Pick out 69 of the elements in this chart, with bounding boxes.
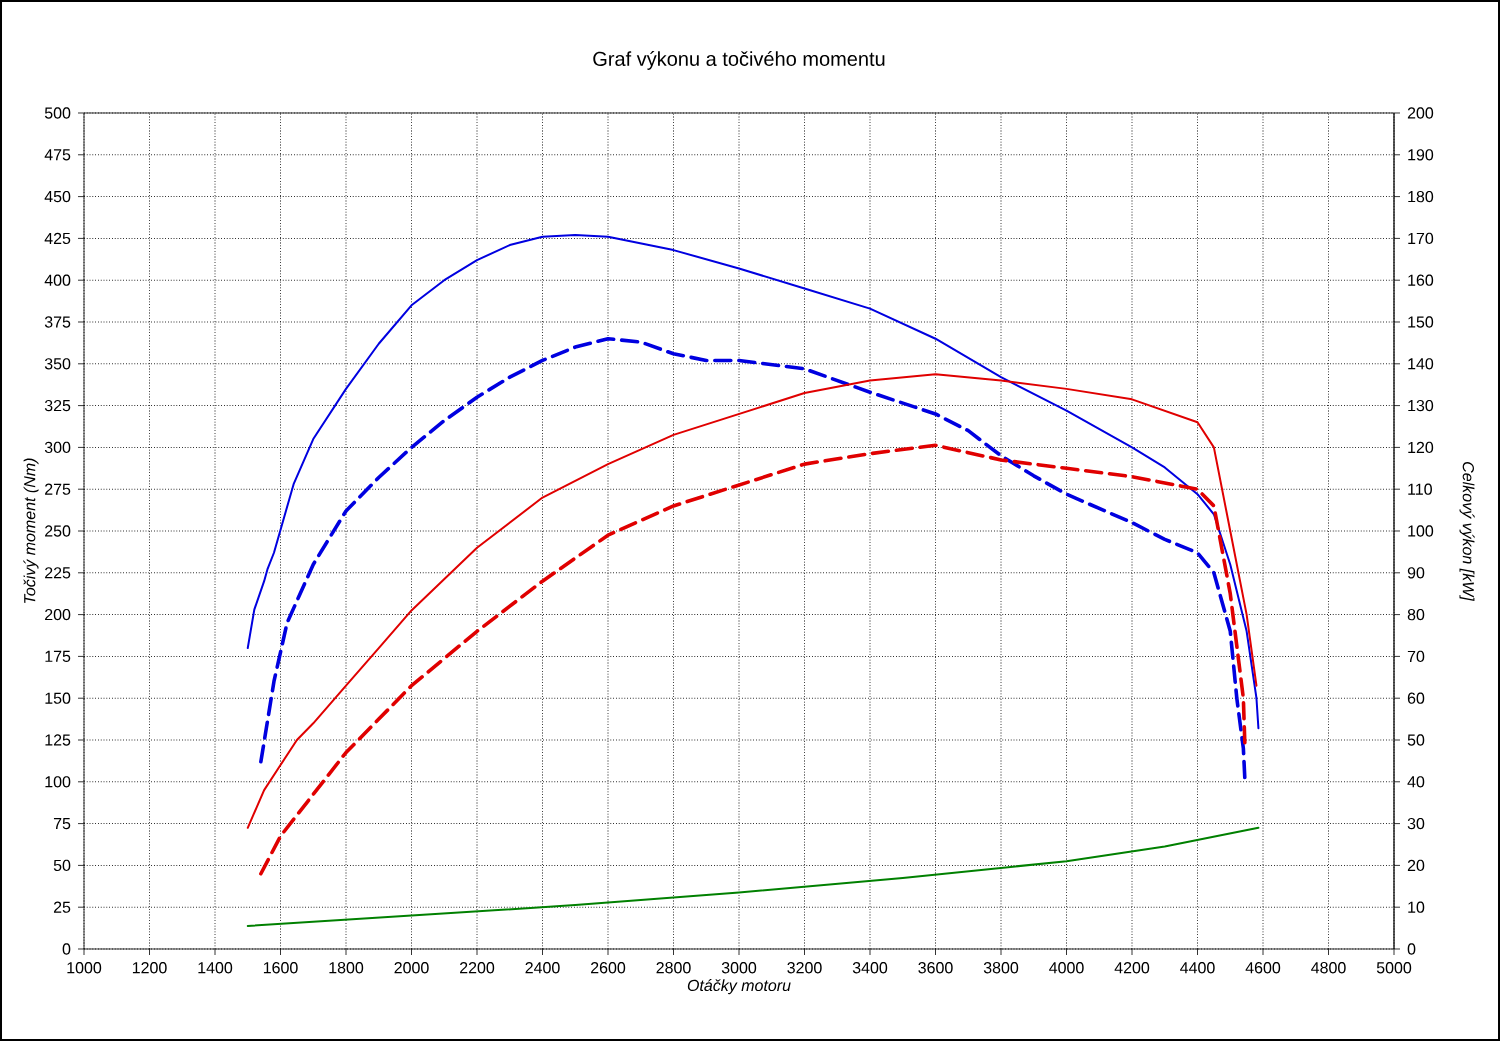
y2-tick-label: 60 [1407,692,1425,704]
x-tick-label: 2000 [394,962,429,974]
x-tick-label: 3800 [983,962,1019,974]
y-tick-label: 400 [44,274,71,286]
y2-tick-label: 30 [1407,817,1425,830]
y-tick-label: 475 [44,149,71,161]
x-tick-label: 1400 [198,962,233,974]
x-tick-label: 2200 [460,962,495,974]
y2-tick-label: 0 [1407,943,1416,955]
y2-tick-label: 200 [1407,107,1434,119]
x-tick-label: 1600 [263,962,298,974]
y-tick-label: 0 [62,943,71,955]
x-tick-label: 3400 [852,962,888,974]
y-tick-label: 225 [45,567,71,579]
y-tick-label: 150 [45,692,71,704]
y-tick-label: 50 [53,859,71,872]
x-tick-label: 3000 [721,962,757,974]
y2-tick-label: 50 [1407,734,1425,746]
y-tick-label: 425 [44,232,71,245]
y2-tick-label: 80 [1407,608,1425,621]
x-tick-label: 2600 [591,962,626,974]
y2-tick-label: 70 [1407,650,1425,663]
y-tick-label: 450 [44,190,71,203]
y-tick-label: 250 [45,525,71,537]
y-tick-label: 25 [53,901,71,913]
y-tick-label: 200 [45,608,71,621]
y2-tick-label: 140 [1408,358,1434,370]
y-tick-label: 300 [44,441,71,454]
x-tick-label: 4800 [1311,962,1346,974]
y-tick-label: 175 [45,650,71,662]
x-tick-label: 3200 [787,962,822,974]
y-tick-label: 75 [53,818,71,830]
x-tick-label: 4400 [1180,962,1215,974]
x-tick-label: 1800 [329,962,364,974]
y2-tick-label: 190 [1408,149,1434,161]
y-tick-label: 375 [44,316,71,328]
x-tick-label: 3600 [918,962,953,974]
y2-tick-label: 20 [1407,859,1425,872]
y2-tick-label: 100 [1408,525,1434,537]
y2-axis-title: Celkový výkon [kW] [1459,462,1475,602]
y2-tick-label: 130 [1408,399,1434,412]
chart-title: Graf výkonu a točivého momentu [593,51,885,70]
y-tick-label: 100 [45,776,71,788]
y2-tick-label: 170 [1408,232,1434,245]
y-axis-title: Točivý moment (Nm) [23,458,39,604]
y-tick-label: 275 [45,483,71,495]
y2-tick-label: 150 [1408,316,1434,328]
y2-tick-label: 180 [1408,190,1434,203]
x-tick-label: 4000 [1049,962,1084,974]
y-tick-label: 350 [44,358,71,370]
x-axis-title: Otáčky motoru [687,979,791,995]
y-tick-label: 325 [44,399,71,412]
y-tick-label: 500 [44,107,71,119]
x-tick-label: 4200 [1114,962,1150,974]
y2-tick-label: 120 [1408,441,1434,454]
y-tick-label: 125 [45,734,71,746]
x-tick-label: 1200 [132,962,167,974]
y2-tick-label: 10 [1408,901,1425,913]
y2-tick-label: 90 [1407,567,1425,579]
line-series [246,234,1260,730]
y2-tick-label: 40 [1407,776,1425,788]
y2-tick-label: 160 [1408,274,1434,286]
x-tick-label: 4600 [1245,962,1281,974]
x-tick-label: 2800 [656,962,691,974]
line-series [246,826,1260,928]
y2-tick-label: 110 [1408,483,1432,495]
x-tick-label: 5000 [1376,962,1412,974]
x-tick-label: 2400 [525,962,560,974]
x-tick-label: 1000 [67,962,102,974]
